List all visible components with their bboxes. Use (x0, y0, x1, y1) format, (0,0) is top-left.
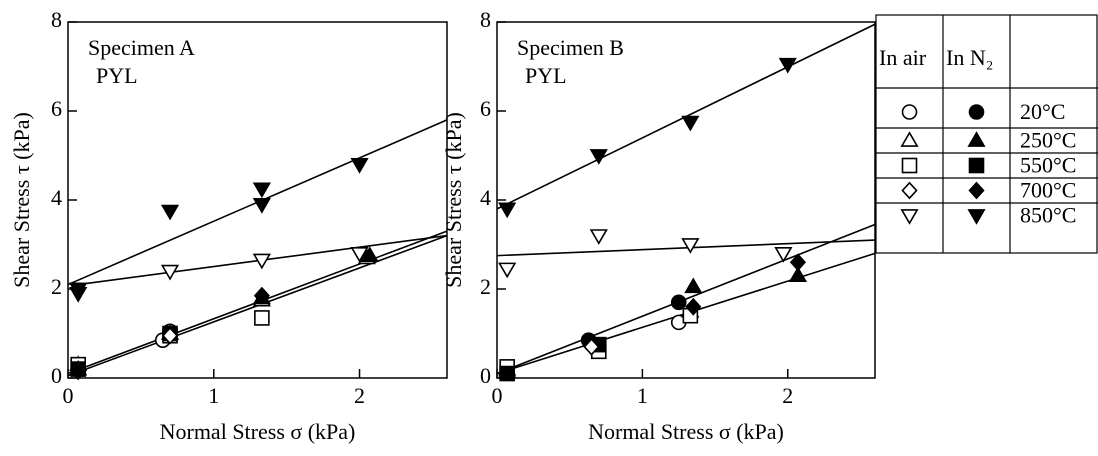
legend-symbol (967, 209, 986, 225)
data-point (70, 362, 87, 381)
data-point (160, 204, 180, 221)
legend-label: 250°C (1020, 128, 1076, 153)
data-point (681, 115, 700, 132)
legend-symbol (900, 209, 919, 225)
fit-line (496, 239, 876, 257)
x-tick-label: 2 (354, 383, 365, 408)
data-point (670, 294, 687, 311)
legend-symbol (901, 181, 918, 200)
data-point (589, 149, 608, 165)
annotation: PYL (525, 63, 567, 88)
y-axis-label: Shear Stress τ (kPa) (9, 112, 34, 288)
data-point (774, 247, 793, 263)
data-point (684, 277, 703, 294)
data-point (589, 229, 608, 245)
y-tick-label: 6 (480, 96, 491, 121)
legend-label: 20°C (1020, 99, 1065, 124)
y-tick-label: 4 (480, 185, 491, 210)
y-tick-label: 4 (51, 185, 62, 210)
legend-symbol (968, 104, 985, 120)
x-tick-label: 2 (782, 383, 793, 408)
legend-label: 550°C (1020, 153, 1076, 178)
x-tick-label: 1 (637, 383, 648, 408)
data-point (160, 264, 180, 281)
data-point (499, 365, 515, 382)
x-axis-label: Normal Stress σ (kPa) (160, 419, 356, 444)
annotation: PYL (96, 63, 138, 88)
legend-symbol (901, 157, 918, 174)
data-point (252, 198, 271, 214)
legend-symbol (900, 131, 919, 147)
data-point (161, 326, 179, 345)
data-point (252, 253, 271, 270)
legend-symbol (967, 131, 986, 147)
legend-header: In N₂ (946, 45, 993, 70)
data-point (360, 246, 379, 263)
x-tick-label: 0 (492, 383, 503, 408)
y-tick-label: 2 (51, 274, 62, 299)
legend-symbol (968, 157, 985, 174)
y-tick-label: 0 (480, 363, 491, 388)
fit-line (496, 223, 876, 375)
x-tick-label: 0 (63, 383, 74, 408)
data-point (350, 247, 369, 263)
y-tick-label: 6 (51, 96, 62, 121)
x-axis-label: Normal Stress σ (kPa) (588, 419, 784, 444)
y-axis-label: Shear Stress τ (kPa) (441, 112, 466, 288)
y-tick-label: 0 (51, 363, 62, 388)
annotation: Specimen B (517, 35, 624, 60)
data-point (788, 266, 808, 283)
legend-label: 700°C (1020, 178, 1076, 203)
data-point (685, 297, 702, 316)
y-tick-label: 8 (480, 7, 491, 32)
data-point (789, 253, 807, 272)
legend-symbol (968, 181, 985, 200)
data-point (254, 310, 270, 326)
y-tick-label: 2 (480, 274, 491, 299)
data-point (69, 282, 88, 299)
legend-symbol (901, 104, 918, 120)
legend-table (875, 14, 1098, 254)
data-point (583, 337, 600, 356)
data-point (778, 57, 797, 74)
data-point (498, 262, 517, 279)
x-tick-label: 1 (208, 383, 219, 408)
data-point (498, 202, 517, 219)
data-point (681, 238, 700, 254)
data-point (350, 158, 369, 174)
data-point (252, 182, 271, 199)
legend-label: 850°C (1020, 203, 1076, 228)
y-tick-label: 8 (51, 7, 62, 32)
legend-header: In air (879, 45, 927, 70)
data-point (253, 286, 270, 305)
annotation: Specimen A (88, 35, 195, 60)
